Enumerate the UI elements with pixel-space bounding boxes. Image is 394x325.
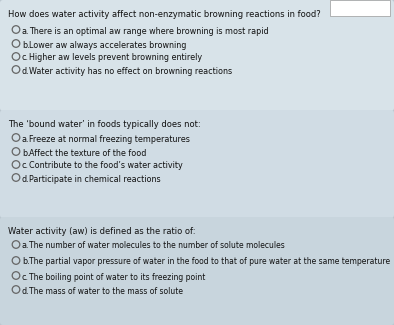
Text: Higher aw levels prevent browning entirely: Higher aw levels prevent browning entire… bbox=[29, 54, 202, 62]
Text: c.: c. bbox=[22, 272, 29, 281]
Text: a.: a. bbox=[22, 241, 30, 251]
Text: The boiling point of water to its freezing point: The boiling point of water to its freezi… bbox=[29, 272, 205, 281]
Text: b.: b. bbox=[22, 149, 30, 158]
Text: Participate in chemical reactions: Participate in chemical reactions bbox=[29, 175, 161, 184]
Text: How does water activity affect non-enzymatic browning reactions in food?: How does water activity affect non-enzym… bbox=[8, 10, 321, 19]
Text: The number of water molecules to the number of solute molecules: The number of water molecules to the num… bbox=[29, 241, 285, 251]
Text: c.: c. bbox=[22, 54, 29, 62]
Text: a.: a. bbox=[22, 27, 30, 35]
Text: b.: b. bbox=[22, 41, 30, 49]
Text: Water activity (aw) is defined as the ratio of:: Water activity (aw) is defined as the ra… bbox=[8, 227, 195, 236]
Text: d.: d. bbox=[22, 67, 30, 75]
Text: d.: d. bbox=[22, 287, 30, 295]
Text: The partial vapor pressure of water in the food to that of pure water at the sam: The partial vapor pressure of water in t… bbox=[29, 257, 390, 266]
Text: Contribute to the food’s water activity: Contribute to the food’s water activity bbox=[29, 162, 183, 171]
Text: c.: c. bbox=[22, 162, 29, 171]
FancyBboxPatch shape bbox=[0, 217, 394, 325]
Text: d.: d. bbox=[22, 175, 30, 184]
Text: Affect the texture of the food: Affect the texture of the food bbox=[29, 149, 147, 158]
Text: Freeze at normal freezing temperatures: Freeze at normal freezing temperatures bbox=[29, 135, 190, 144]
Text: a.: a. bbox=[22, 135, 30, 144]
Text: Lower aw always accelerates browning: Lower aw always accelerates browning bbox=[29, 41, 186, 49]
Text: There is an optimal aw range where browning is most rapid: There is an optimal aw range where brown… bbox=[29, 27, 269, 35]
Text: The ‘bound water’ in foods typically does not:: The ‘bound water’ in foods typically doe… bbox=[8, 120, 201, 129]
Text: Water activity has no effect on browning reactions: Water activity has no effect on browning… bbox=[29, 67, 232, 75]
Text: b.: b. bbox=[22, 257, 30, 266]
FancyBboxPatch shape bbox=[0, 110, 394, 218]
FancyBboxPatch shape bbox=[0, 0, 394, 111]
Text: The mass of water to the mass of solute: The mass of water to the mass of solute bbox=[29, 287, 183, 295]
FancyBboxPatch shape bbox=[330, 0, 390, 16]
